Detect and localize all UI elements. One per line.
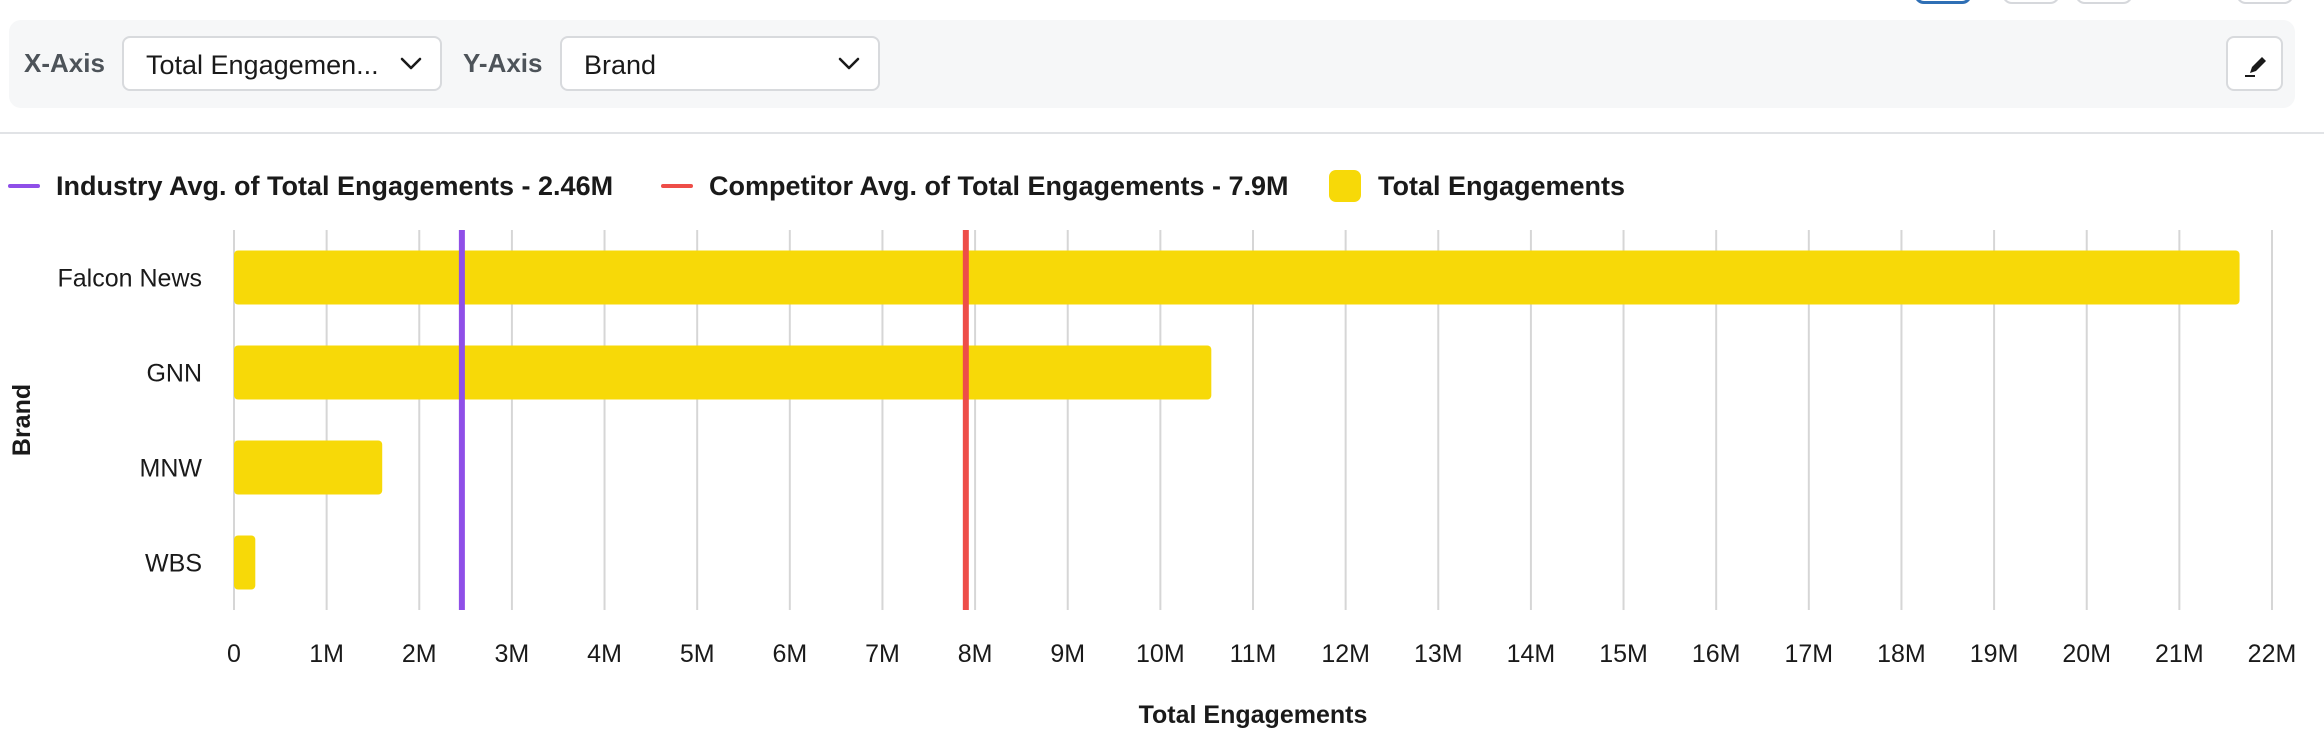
legend-competitor-avg[interactable]: Competitor Avg. of Total Engagements - 7… — [661, 168, 1301, 202]
x-tick-label: 16M — [1692, 640, 1741, 668]
section-divider — [0, 132, 2324, 134]
x-tick-label: 18M — [1877, 640, 1926, 668]
axis-toolbar: X-Axis Total Engagemen... Y-Axis Brand — [9, 20, 2295, 108]
y-category-label: Falcon News — [58, 265, 203, 293]
legend-swatch — [1329, 170, 1361, 202]
x-tick-label: 4M — [587, 640, 622, 668]
axis-labels: 0 1M 2M 3M 4M 5M 6M 7M 8M 9M 10M 11M 12M 13M 14M 15M 16M… — [58, 265, 2297, 669]
x-tick-label: 17M — [1784, 640, 1833, 668]
legend-industry-avg-label: Industry Avg. of Total Engagements - 2.4… — [56, 171, 614, 201]
legend-industry-avg[interactable]: Industry Avg. of Total Engagements - 2.4… — [8, 168, 628, 202]
pencil-icon — [2245, 57, 2266, 77]
x-tick-label: 0 — [227, 640, 241, 668]
x-tick-label: 19M — [1970, 640, 2019, 668]
x-tick-label: 13M — [1414, 640, 1463, 668]
x-tick-label: 2M — [402, 640, 437, 668]
bar-mnw[interactable] — [234, 440, 383, 495]
edit-chart-button[interactable] — [2226, 36, 2283, 91]
x-tick-label: 7M — [865, 640, 900, 668]
y-category-label: MNW — [140, 455, 203, 483]
x-axis-title: Total Engagements — [1139, 701, 1368, 729]
bar-gnn[interactable] — [234, 345, 1212, 400]
chevron-down-icon — [400, 57, 422, 70]
bars — [234, 250, 2240, 590]
x-axis-label: X-Axis — [24, 48, 105, 78]
x-tick-label: 10M — [1136, 640, 1185, 668]
x-tick-label: 6M — [772, 640, 807, 668]
y-axis-title: Brand — [8, 384, 36, 456]
x-tick-label: 21M — [2155, 640, 2204, 668]
legend-line-marker — [8, 184, 40, 188]
y-axis-select[interactable]: Brand — [560, 36, 880, 91]
chevron-down-icon — [838, 57, 860, 70]
x-axis-selected-value: Total Engagemen... — [146, 50, 379, 80]
x-tick-label: 12M — [1321, 640, 1370, 668]
y-axis-selected-value: Brand — [584, 50, 657, 80]
x-tick-label: 9M — [1050, 640, 1085, 668]
x-tick-label: 8M — [958, 640, 993, 668]
y-category-label: GNN — [146, 360, 202, 388]
x-tick-label: 22M — [2248, 640, 2297, 668]
x-tick-label: 15M — [1599, 640, 1648, 668]
x-axis-select[interactable]: Total Engagemen... — [122, 36, 442, 91]
legend-competitor-avg-label: Competitor Avg. of Total Engagements - 7… — [709, 171, 1289, 201]
bar-falcon-news[interactable] — [234, 250, 2240, 305]
legend-total-engagements[interactable]: Total Engagements — [1329, 168, 1649, 202]
y-axis-label: Y-Axis — [463, 48, 543, 78]
x-tick-label: 5M — [680, 640, 715, 668]
legend-line-marker — [661, 184, 693, 188]
bar-wbs[interactable] — [234, 535, 256, 590]
legend-series-label: Total Engagements — [1378, 171, 1626, 201]
x-tick-label: 14M — [1507, 640, 1556, 668]
x-tick-label: 11M — [1230, 640, 1277, 668]
reference-lines — [458, 230, 969, 610]
x-tick-label: 20M — [2062, 640, 2111, 668]
y-category-label: WBS — [145, 550, 202, 578]
x-tick-label: 1M — [309, 640, 344, 668]
x-tick-label: 3M — [495, 640, 530, 668]
